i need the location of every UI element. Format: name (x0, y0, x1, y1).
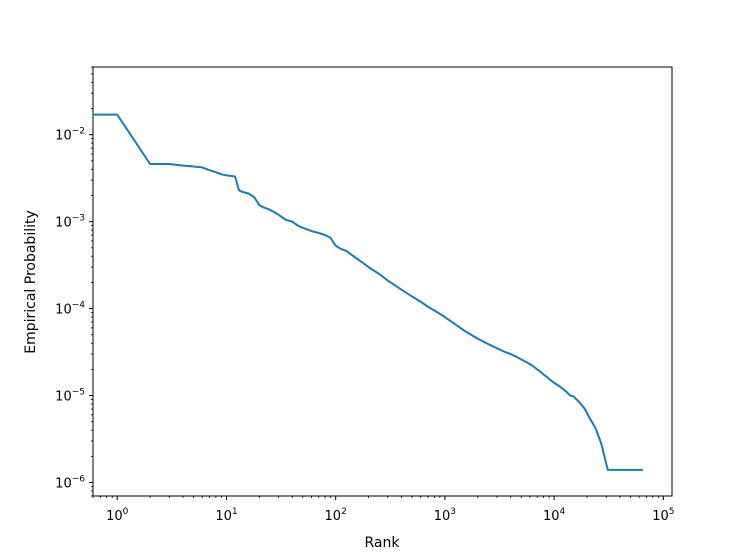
x-tick-label: 103 (434, 507, 456, 524)
x-tick-label: 102 (325, 507, 347, 524)
major-ticks: 100 101 102 103 104 105 10−6 10−5 10−4 10−3 10−2 (55, 127, 674, 524)
x-tick-label: 104 (543, 507, 566, 524)
series-line (93, 113, 643, 471)
y-tick-label: 10−3 (55, 214, 85, 231)
y-tick-label: 10−5 (55, 388, 85, 405)
y-tick-label: 10−4 (55, 301, 85, 318)
x-axis-label: Rank (365, 535, 401, 551)
y-axis-label: Empirical Probability (23, 210, 39, 354)
x-tick-label: 105 (652, 507, 674, 524)
y-tick-label: 10−2 (55, 127, 85, 144)
plot-frame (92, 66, 673, 497)
x-tick-label: 101 (215, 507, 237, 524)
minor-ticks (91, 66, 659, 498)
x-tick-label: 100 (106, 507, 129, 524)
y-tick-label: 10−6 (55, 475, 85, 492)
